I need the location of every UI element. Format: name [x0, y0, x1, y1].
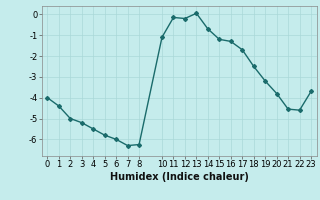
X-axis label: Humidex (Indice chaleur): Humidex (Indice chaleur) [110, 172, 249, 182]
